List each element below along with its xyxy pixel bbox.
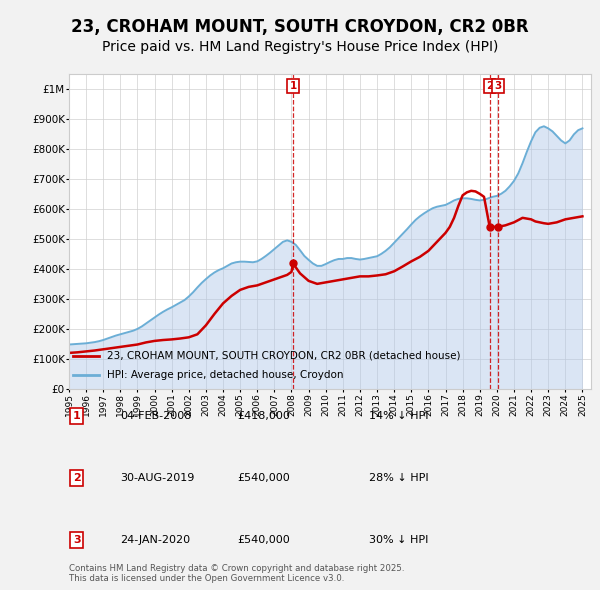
Text: 2: 2	[486, 81, 493, 91]
Text: 23, CROHAM MOUNT, SOUTH CROYDON, CR2 0BR (detached house): 23, CROHAM MOUNT, SOUTH CROYDON, CR2 0BR…	[107, 351, 461, 361]
Text: £540,000: £540,000	[237, 473, 290, 483]
Text: 1: 1	[289, 81, 296, 91]
Text: £540,000: £540,000	[237, 535, 290, 545]
Text: 3: 3	[73, 535, 80, 545]
Text: 1: 1	[73, 411, 80, 421]
Text: Price paid vs. HM Land Registry's House Price Index (HPI): Price paid vs. HM Land Registry's House …	[102, 40, 498, 54]
Text: Contains HM Land Registry data © Crown copyright and database right 2025.
This d: Contains HM Land Registry data © Crown c…	[69, 563, 404, 583]
Text: 14% ↓ HPI: 14% ↓ HPI	[369, 411, 428, 421]
Text: 28% ↓ HPI: 28% ↓ HPI	[369, 473, 428, 483]
Text: 2: 2	[73, 473, 80, 483]
Text: 30-AUG-2019: 30-AUG-2019	[120, 473, 194, 483]
Text: 24-JAN-2020: 24-JAN-2020	[120, 535, 190, 545]
Text: 23, CROHAM MOUNT, SOUTH CROYDON, CR2 0BR: 23, CROHAM MOUNT, SOUTH CROYDON, CR2 0BR	[71, 18, 529, 35]
Text: 3: 3	[494, 81, 502, 91]
Text: 30% ↓ HPI: 30% ↓ HPI	[369, 535, 428, 545]
Text: HPI: Average price, detached house, Croydon: HPI: Average price, detached house, Croy…	[107, 369, 344, 379]
Text: 04-FEB-2008: 04-FEB-2008	[120, 411, 191, 421]
Text: £418,000: £418,000	[237, 411, 290, 421]
